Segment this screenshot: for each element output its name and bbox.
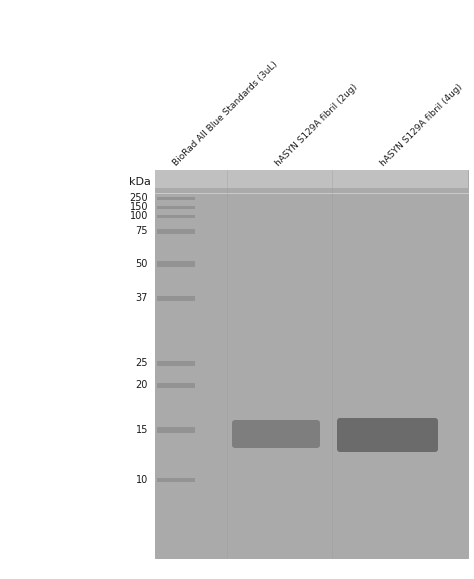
Bar	[157, 361, 195, 365]
Bar	[157, 229, 195, 233]
Bar	[155, 170, 468, 188]
Text: hASYN S129A fibril (2ug): hASYN S129A fibril (2ug)	[273, 82, 359, 168]
FancyBboxPatch shape	[232, 420, 320, 448]
Text: 20: 20	[136, 380, 148, 390]
Text: 10: 10	[136, 475, 148, 485]
Text: 25: 25	[136, 358, 148, 368]
Bar	[157, 214, 195, 218]
Text: 37: 37	[136, 293, 148, 303]
Text: 75: 75	[136, 226, 148, 236]
Text: 50: 50	[136, 259, 148, 269]
Text: kDa: kDa	[129, 177, 151, 187]
Bar	[157, 295, 195, 301]
Text: 15: 15	[136, 425, 148, 435]
Bar	[155, 170, 468, 558]
Bar	[157, 383, 195, 387]
Bar	[157, 427, 195, 433]
Text: hASYN S129A fibril (4ug): hASYN S129A fibril (4ug)	[379, 82, 465, 168]
FancyBboxPatch shape	[337, 418, 438, 452]
Text: 150: 150	[129, 202, 148, 212]
Bar	[157, 206, 195, 208]
Bar	[157, 478, 195, 482]
Text: 250: 250	[129, 193, 148, 203]
Bar	[157, 261, 195, 267]
Text: 100: 100	[129, 211, 148, 221]
Text: BioRad All Blue Standards (3uL): BioRad All Blue Standards (3uL)	[172, 60, 280, 168]
Bar	[157, 196, 195, 200]
